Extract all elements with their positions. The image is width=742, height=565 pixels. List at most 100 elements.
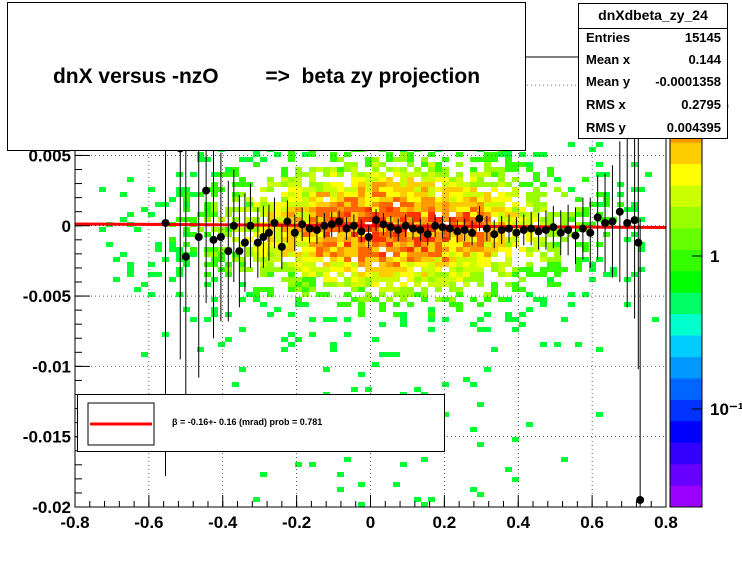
heatmap-cell [526, 202, 533, 207]
heatmap-cell [442, 167, 449, 172]
profile-point [379, 220, 388, 229]
heatmap-cell [218, 217, 225, 222]
heatmap-cell [512, 282, 519, 287]
heatmap-cell [211, 277, 218, 282]
heatmap-cell [372, 232, 379, 237]
profile-point [229, 221, 238, 230]
heatmap-cell [470, 177, 477, 182]
heatmap-cell [274, 182, 281, 187]
heatmap-cell [302, 212, 309, 217]
heatmap-cell [400, 212, 407, 217]
heatmap-cell [393, 277, 400, 282]
heatmap-cell [253, 497, 260, 502]
heatmap-cell [295, 257, 302, 262]
heatmap-cell [456, 187, 463, 192]
heatmap-cell [498, 182, 505, 187]
heatmap-cell [365, 257, 372, 262]
stats-key: Mean x [586, 52, 631, 67]
heatmap-cell [393, 302, 400, 307]
heatmap-cell [400, 257, 407, 262]
heatmap-cell [540, 192, 547, 197]
heatmap-cell [288, 202, 295, 207]
heatmap-cell [540, 222, 547, 227]
heatmap-cell [309, 202, 316, 207]
heatmap-cell [246, 247, 253, 252]
heatmap-cell [337, 172, 344, 177]
heatmap-cell [596, 202, 603, 207]
heatmap-cell [442, 252, 449, 257]
heatmap-cell [400, 172, 407, 177]
heatmap-cell [183, 242, 190, 247]
heatmap-cell [477, 192, 484, 197]
heatmap-cell [484, 297, 491, 302]
heatmap-cell [323, 167, 330, 172]
heatmap-cell [512, 242, 519, 247]
heatmap-cell [414, 222, 421, 227]
heatmap-cell [477, 252, 484, 257]
heatmap-cell [288, 207, 295, 212]
heatmap-cell [120, 192, 127, 197]
heatmap-cell [323, 317, 330, 322]
heatmap-cell [554, 187, 561, 192]
heatmap-cell [316, 167, 323, 172]
heatmap-cell [498, 172, 505, 177]
heatmap-cell [141, 282, 148, 287]
y-tick-label: -0.015 [23, 428, 71, 447]
heatmap-cell [386, 232, 393, 237]
heatmap-cell [365, 192, 372, 197]
heatmap-cell [281, 192, 288, 197]
heatmap-cell [372, 362, 379, 367]
heatmap-cell [421, 257, 428, 262]
heatmap-cell [309, 152, 316, 157]
heatmap-cell [211, 207, 218, 212]
heatmap-cell [519, 222, 526, 227]
heatmap-cell [407, 217, 414, 222]
heatmap-cell [176, 252, 183, 257]
heatmap-cell [505, 262, 512, 267]
heatmap-cell [309, 212, 316, 217]
heatmap-cell [491, 247, 498, 252]
heatmap-cell [407, 252, 414, 257]
heatmap-cell [449, 182, 456, 187]
heatmap-cell [218, 342, 225, 347]
profile-point [490, 230, 499, 239]
heatmap-cell [484, 292, 491, 297]
heatmap-cell [127, 212, 134, 217]
heatmap-cell [239, 267, 246, 272]
heatmap-cell [253, 232, 260, 237]
x-tick-label: -0.4 [208, 513, 238, 532]
heatmap-cell [365, 277, 372, 282]
heatmap-cell [407, 197, 414, 202]
heatmap-cell [596, 347, 603, 352]
heatmap-cell [449, 287, 456, 292]
heatmap-cell [295, 462, 302, 467]
heatmap-cell [596, 142, 603, 147]
heatmap-cell [484, 152, 491, 157]
heatmap-cell [421, 297, 428, 302]
heatmap-cell [407, 302, 414, 307]
heatmap-cell [554, 252, 561, 257]
heatmap-cell [505, 212, 512, 217]
heatmap-cell [407, 257, 414, 262]
heatmap-cell [414, 262, 421, 267]
heatmap-cell [442, 212, 449, 217]
palette-swatch [670, 357, 702, 379]
heatmap-cell [526, 222, 533, 227]
y-tick-label: -0.01 [32, 357, 71, 376]
heatmap-cell [204, 247, 211, 252]
heatmap-cell [260, 187, 267, 192]
heatmap-cell [351, 237, 358, 242]
heatmap-cell [365, 207, 372, 212]
heatmap-cell [449, 272, 456, 277]
heatmap-cell [596, 162, 603, 167]
heatmap-cell [498, 212, 505, 217]
heatmap-cell [190, 192, 197, 197]
heatmap-cell [274, 217, 281, 222]
heatmap-cell [470, 487, 477, 492]
legend-swatch-area [87, 402, 155, 446]
heatmap-cell [218, 172, 225, 177]
stats-box: dnXdbeta_zy_24 Entries 15145 Mean x 0.14… [578, 3, 728, 139]
heatmap-cell [169, 237, 176, 242]
heatmap-cell [498, 262, 505, 267]
heatmap-cell [421, 502, 428, 507]
